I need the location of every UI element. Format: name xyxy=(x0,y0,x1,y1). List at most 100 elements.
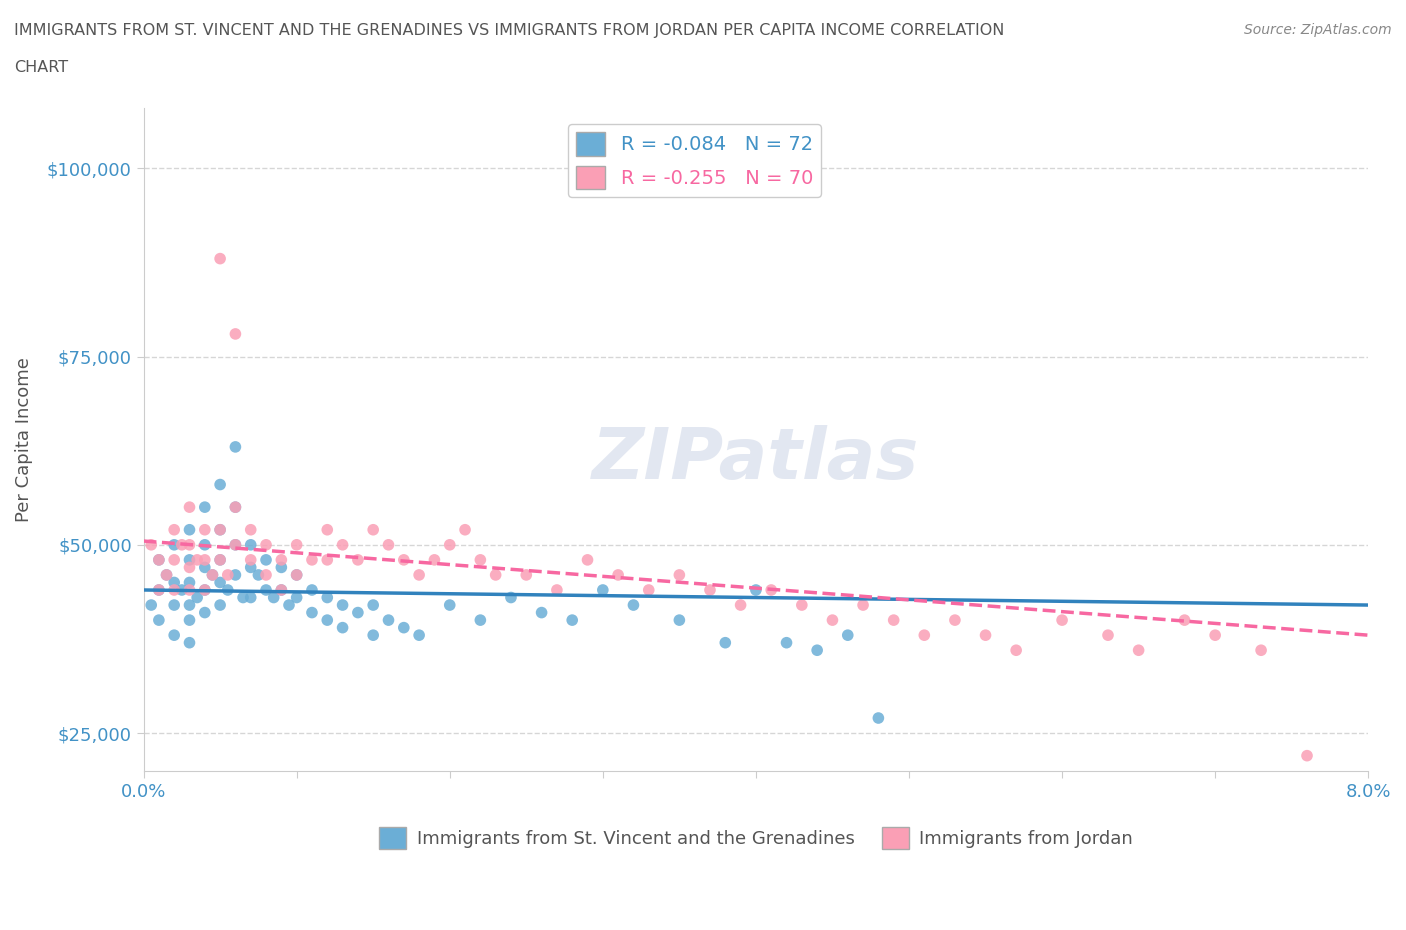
Point xyxy=(239,538,262,552)
Point xyxy=(699,582,721,597)
Point xyxy=(209,552,232,567)
Point xyxy=(439,538,461,552)
Point xyxy=(179,552,201,567)
Point xyxy=(943,613,966,628)
Point xyxy=(209,251,232,266)
Point xyxy=(247,567,270,582)
Point xyxy=(316,523,339,538)
Point xyxy=(254,582,277,597)
Point xyxy=(1296,749,1319,764)
Point xyxy=(194,499,217,514)
Point xyxy=(361,598,384,613)
Point xyxy=(194,538,217,552)
Point xyxy=(316,552,339,567)
Point xyxy=(209,552,232,567)
Point xyxy=(179,598,201,613)
Point xyxy=(194,582,217,597)
Point xyxy=(607,567,630,582)
Point xyxy=(239,590,262,604)
Point xyxy=(883,613,905,628)
Point xyxy=(470,613,492,628)
Point xyxy=(790,598,813,613)
Point xyxy=(1128,643,1150,658)
Point xyxy=(254,567,277,582)
Point xyxy=(155,567,177,582)
Point xyxy=(392,620,415,635)
Point xyxy=(179,560,201,575)
Point xyxy=(1204,628,1226,643)
Point xyxy=(163,582,186,597)
Point xyxy=(270,552,292,567)
Point xyxy=(141,598,163,613)
Point xyxy=(209,598,232,613)
Point xyxy=(239,552,262,567)
Point xyxy=(623,598,645,613)
Point xyxy=(316,590,339,604)
Point xyxy=(974,628,997,643)
Point xyxy=(730,598,752,613)
Point xyxy=(668,613,690,628)
Point xyxy=(1173,613,1195,628)
Point xyxy=(592,582,614,597)
Point xyxy=(201,567,224,582)
Point xyxy=(209,477,232,492)
Point xyxy=(141,538,163,552)
Point xyxy=(285,567,308,582)
Point xyxy=(1250,643,1272,658)
Point xyxy=(194,523,217,538)
Point xyxy=(254,538,277,552)
Point xyxy=(163,538,186,552)
Point xyxy=(224,499,246,514)
Point xyxy=(209,523,232,538)
Point xyxy=(194,605,217,620)
Legend: Immigrants from St. Vincent and the Grenadines, Immigrants from Jordan: Immigrants from St. Vincent and the Gren… xyxy=(371,819,1140,856)
Point xyxy=(761,582,783,597)
Point xyxy=(821,613,844,628)
Point xyxy=(745,582,768,597)
Point xyxy=(852,598,875,613)
Point xyxy=(194,582,217,597)
Point xyxy=(454,523,477,538)
Y-axis label: Per Capita Income: Per Capita Income xyxy=(15,357,32,522)
Point xyxy=(515,567,537,582)
Point xyxy=(179,613,201,628)
Point xyxy=(148,582,170,597)
Point xyxy=(576,552,599,567)
Point xyxy=(170,538,193,552)
Point xyxy=(301,605,323,620)
Point xyxy=(546,582,568,597)
Point xyxy=(332,598,354,613)
Point xyxy=(499,590,522,604)
Point xyxy=(301,552,323,567)
Point xyxy=(361,523,384,538)
Point xyxy=(179,575,201,590)
Point xyxy=(224,499,246,514)
Point xyxy=(1097,628,1119,643)
Point xyxy=(163,628,186,643)
Point xyxy=(179,538,201,552)
Point xyxy=(1050,613,1073,628)
Text: IMMIGRANTS FROM ST. VINCENT AND THE GRENADINES VS IMMIGRANTS FROM JORDAN PER CAP: IMMIGRANTS FROM ST. VINCENT AND THE GREN… xyxy=(14,23,1004,38)
Point xyxy=(186,552,208,567)
Point xyxy=(201,567,224,582)
Point xyxy=(209,575,232,590)
Point xyxy=(837,628,859,643)
Point xyxy=(270,582,292,597)
Point xyxy=(347,605,370,620)
Point xyxy=(224,326,246,341)
Point xyxy=(194,552,217,567)
Text: Source: ZipAtlas.com: Source: ZipAtlas.com xyxy=(1244,23,1392,37)
Point xyxy=(285,590,308,604)
Point xyxy=(179,635,201,650)
Point xyxy=(170,582,193,597)
Point xyxy=(408,567,430,582)
Point xyxy=(361,628,384,643)
Point xyxy=(239,523,262,538)
Point xyxy=(263,590,285,604)
Point xyxy=(285,538,308,552)
Point xyxy=(148,613,170,628)
Point xyxy=(408,628,430,643)
Point xyxy=(301,582,323,597)
Point xyxy=(270,582,292,597)
Point xyxy=(561,613,583,628)
